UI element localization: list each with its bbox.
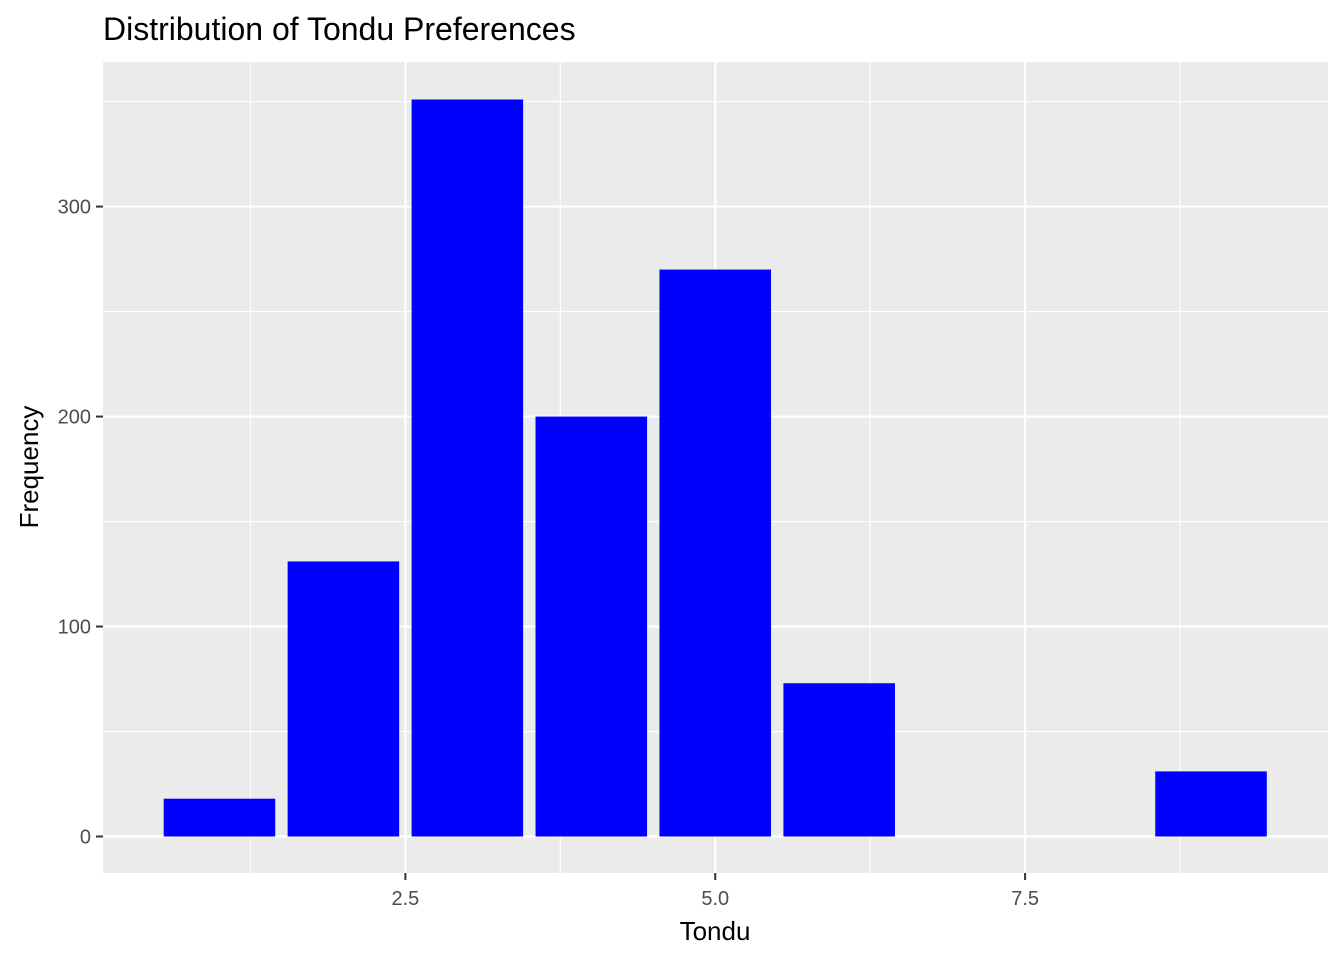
bar [287,561,400,837]
y-tick-label: 300 [58,197,91,219]
y-axis-title: Frequency [14,406,44,529]
bar [783,683,895,837]
bar [659,269,772,837]
y-axis: 0 100 200 300 [58,197,103,849]
y-tick-label: 0 [80,827,91,849]
bar [411,99,524,837]
x-axis: 2.5 5.0 7.5 [391,873,1039,910]
bar [163,798,276,837]
bar [1155,771,1267,837]
y-tick-label: 200 [58,407,91,429]
bars [163,99,1267,837]
x-tick-label: 7.5 [1011,888,1039,910]
x-tick-label: 5.0 [701,888,729,910]
bar [535,416,648,837]
x-tick-label: 2.5 [391,888,419,910]
x-axis-title: Tondu [680,916,751,946]
y-tick-label: 100 [58,617,91,639]
chart-title: Distribution of Tondu Preferences [103,11,576,47]
